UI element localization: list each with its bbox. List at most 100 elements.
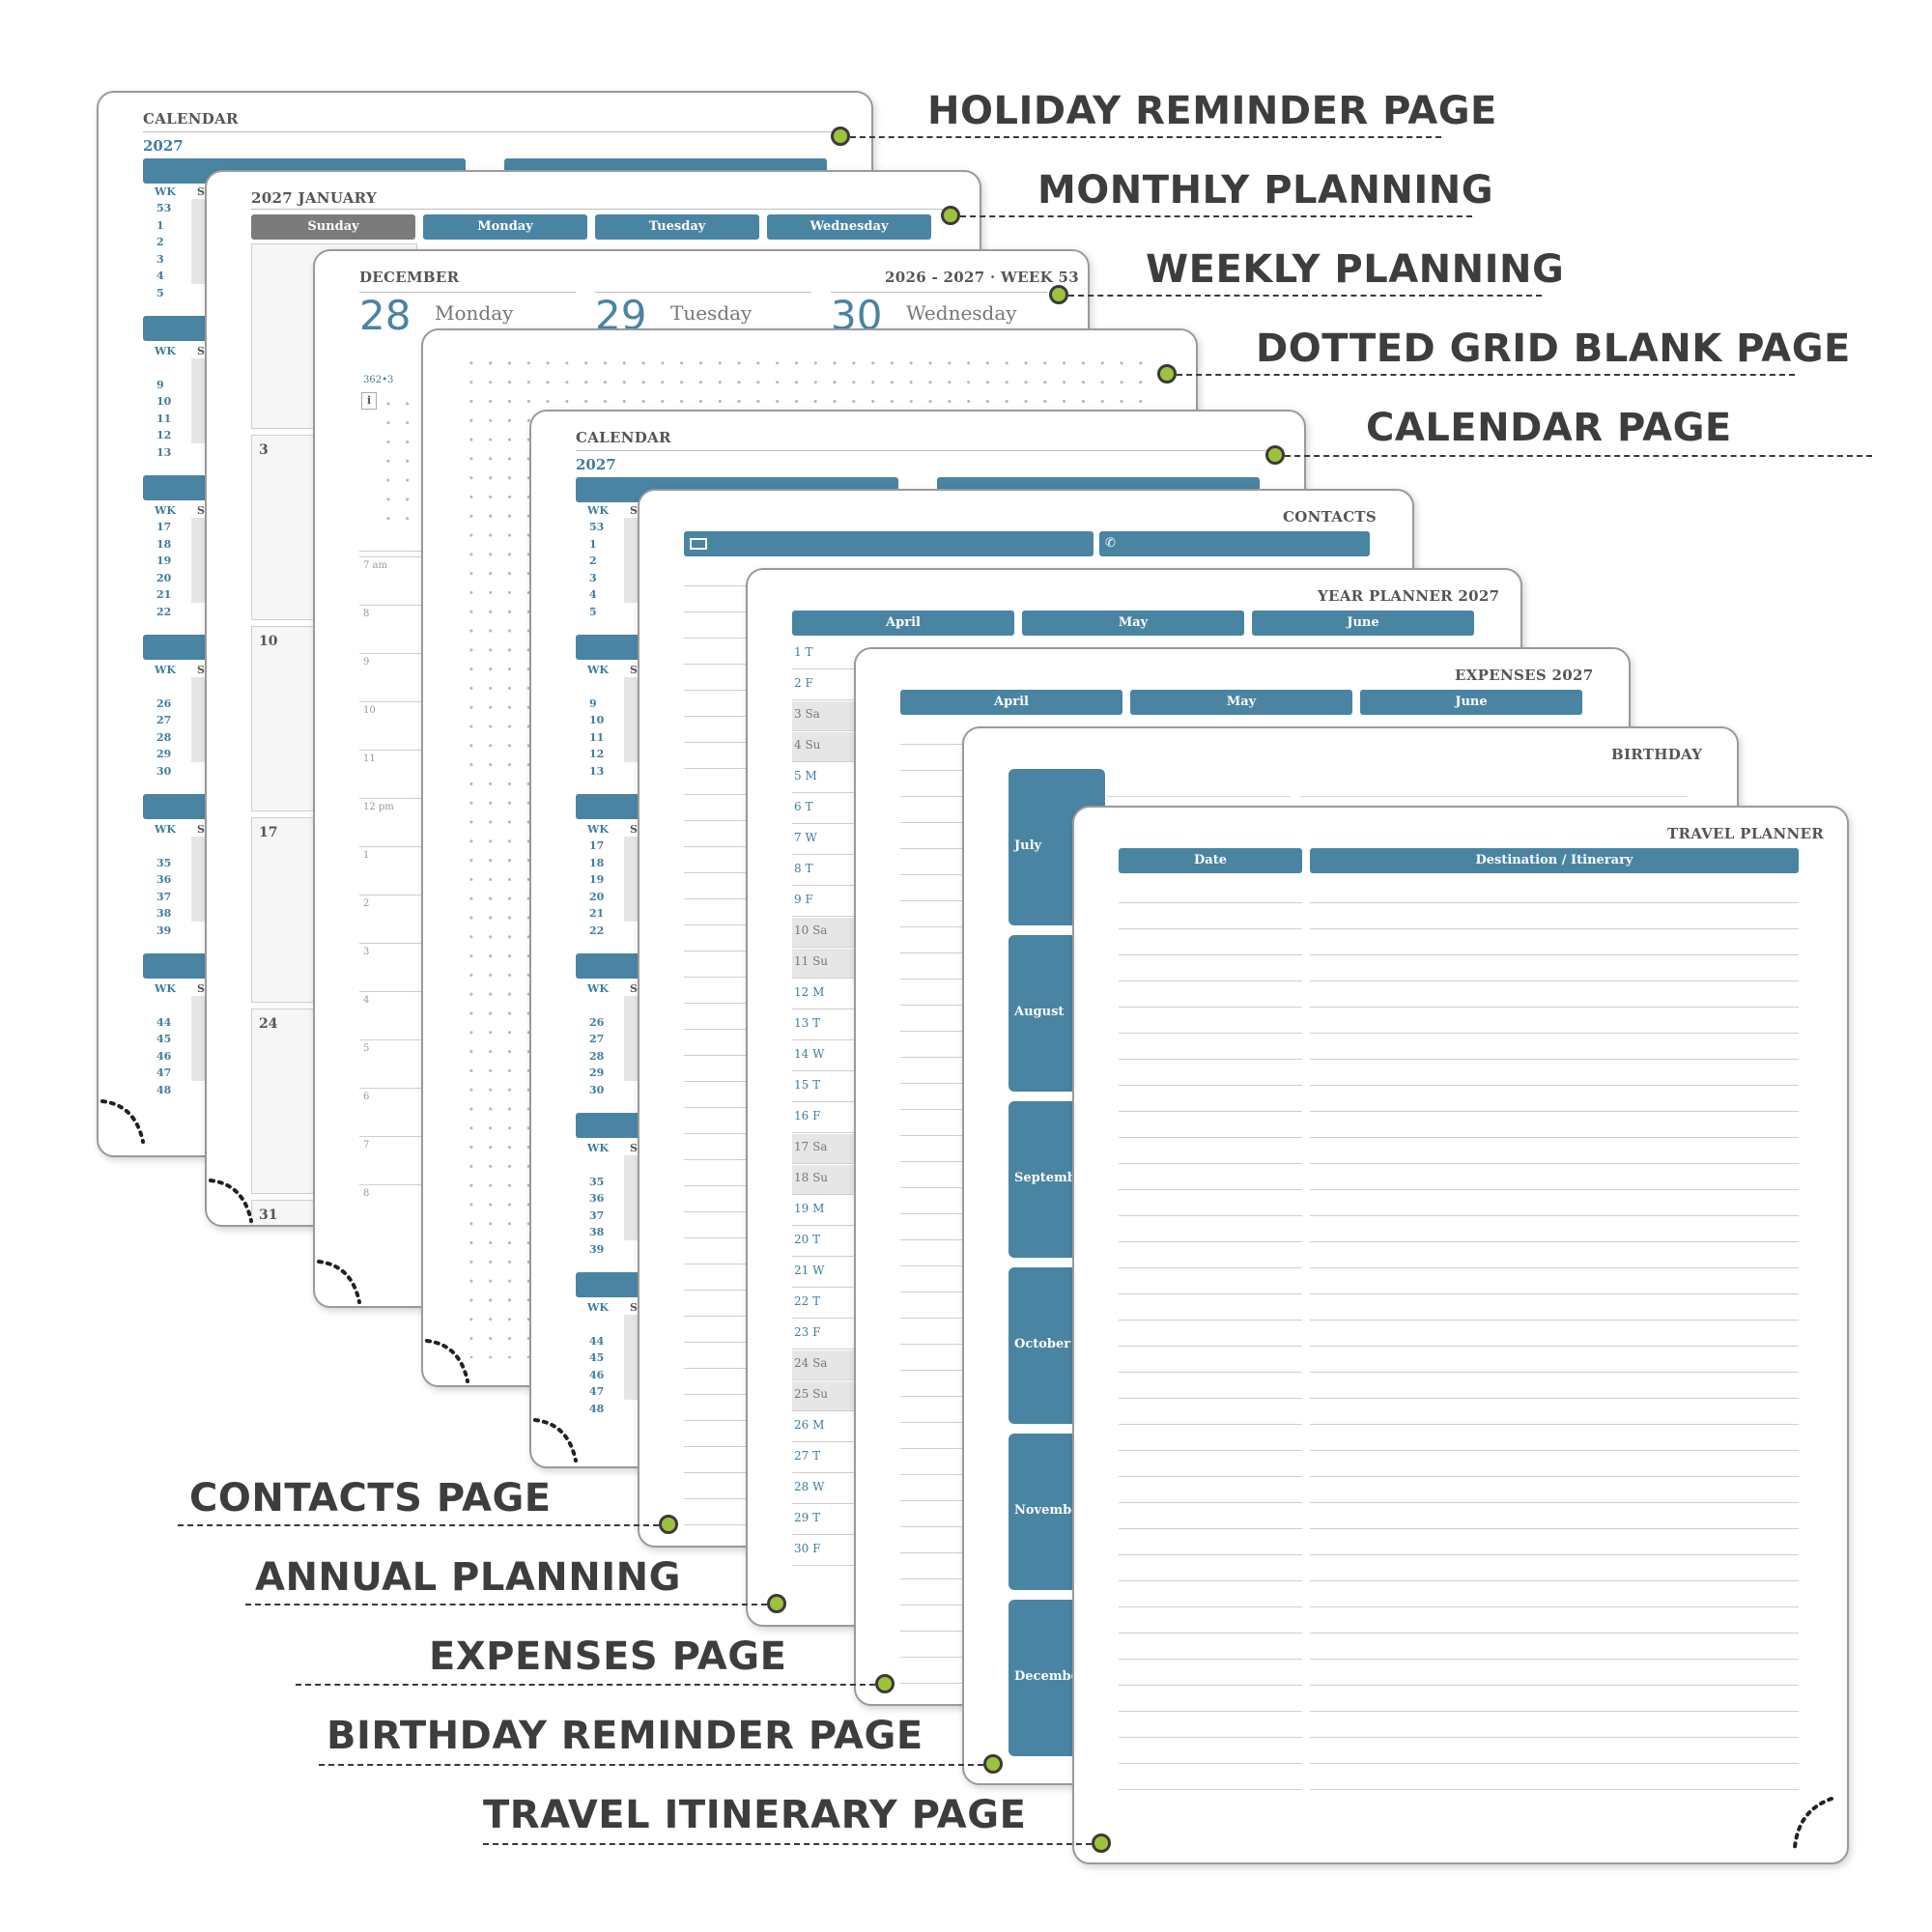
time-label: 3 (363, 947, 370, 957)
day-label: S (197, 345, 205, 357)
label-birthday: BIRTHDAY REMINDER PAGE (327, 1714, 923, 1758)
day-rule (792, 823, 860, 824)
week-number: 28 (156, 730, 172, 744)
day-rule (792, 1101, 860, 1102)
time-rule (359, 846, 456, 847)
page-title: CONTACTS (1283, 508, 1378, 526)
day-header-monday: Monday (423, 214, 587, 240)
page-title: BIRTHDAY (1611, 746, 1703, 763)
week-shade (624, 518, 638, 603)
week-title: 2026 - 2027 · WEEK 53 (885, 269, 1079, 286)
week-label: WK (155, 664, 176, 676)
day-row-label: 8 T (794, 862, 813, 875)
time-rule (359, 605, 456, 606)
day-rule (792, 1039, 860, 1040)
day-row-label: 11 Su (794, 954, 829, 968)
week-number: 29 (156, 748, 172, 760)
destination-lines (1310, 877, 1799, 1814)
day-label: S (197, 185, 205, 198)
day-number-1: 28 (359, 292, 412, 339)
day-rule (792, 1132, 860, 1133)
week-number: 11 (156, 412, 172, 425)
day-label: S (197, 664, 205, 676)
weekend-shade (792, 949, 860, 978)
time-rule (359, 701, 456, 702)
week-label: WK (587, 1301, 609, 1314)
week-number: 39 (589, 1242, 605, 1256)
day-row-label: 13 T (794, 1016, 821, 1030)
week-number: 36 (589, 1192, 605, 1205)
page-title: CALENDAR (576, 429, 671, 446)
week-number: 18 (589, 856, 605, 869)
time-label: 6 (363, 1092, 370, 1102)
column-header-date: Date (1119, 848, 1302, 873)
time-rule (359, 1039, 456, 1040)
day-rule (792, 792, 860, 793)
week-number: 46 (156, 1049, 172, 1063)
week-number: 1 (156, 218, 164, 232)
day-rule (792, 761, 860, 762)
time-label: 7 am (363, 560, 387, 571)
leader-travel (483, 1843, 1092, 1845)
time-label: 8 (363, 609, 370, 619)
day-rule (792, 1472, 860, 1473)
week-number: 35 (156, 856, 172, 869)
day-row-label: 23 F (794, 1325, 821, 1339)
time-rule (359, 556, 456, 557)
week-number: 5 (156, 286, 164, 299)
week-number: 1 (589, 537, 597, 551)
week-number: 10 (589, 714, 605, 726)
week-number: 5 (589, 605, 597, 618)
page-title: YEAR PLANNER 2027 (1318, 587, 1500, 605)
time-rule (359, 1136, 456, 1137)
day-rule (792, 699, 860, 700)
week-label: WK (155, 823, 176, 836)
week-number: 17 (589, 839, 605, 852)
page-curl-icon (425, 1339, 469, 1383)
travel-planner-page: TRAVEL PLANNER Date Destination / Itiner… (1072, 806, 1849, 1864)
day-rule (792, 1441, 860, 1442)
day-rule-2 (595, 292, 811, 293)
day-header-tuesday: Tuesday (595, 214, 759, 240)
month-tab-label: September (1014, 1171, 1091, 1185)
marker-contacts (659, 1515, 678, 1534)
label-weekly: WEEKLY PLANNING (1146, 247, 1565, 292)
day-label: S (197, 504, 205, 517)
day-rule (792, 1256, 860, 1257)
day-row-label: 20 T (794, 1233, 821, 1246)
info-icon: i (361, 392, 377, 410)
month-header-june: June (1360, 690, 1582, 715)
date-number: 31 (259, 1208, 278, 1223)
weekend-shade (792, 701, 860, 730)
day-label: S (197, 823, 205, 836)
week-number: 53 (589, 521, 605, 533)
week-number: 46 (589, 1368, 605, 1381)
day-row-label: 3 Sa (794, 707, 820, 721)
week-number: 9 (589, 696, 597, 710)
day-row-label: 26 M (794, 1418, 825, 1432)
title-rule (143, 131, 838, 132)
week-number: 27 (589, 1033, 605, 1045)
day-row-label: 10 Sa (794, 923, 828, 937)
day-rule (792, 1503, 860, 1504)
week-number: 19 (156, 554, 172, 567)
week-number: 17 (156, 521, 172, 533)
label-travel: TRAVEL ITINERARY PAGE (483, 1793, 1027, 1837)
marker-travel (1092, 1833, 1111, 1853)
day-rule (792, 916, 860, 917)
week-number: 12 (589, 748, 605, 760)
week-number: 53 (156, 202, 172, 214)
week-label: WK (155, 982, 176, 995)
week-shade (624, 1315, 638, 1400)
label-contacts: CONTACTS PAGE (189, 1476, 552, 1520)
day-row-label: 14 W (794, 1047, 825, 1061)
week-number: 12 (156, 429, 172, 441)
phone-header: ✆ (1099, 531, 1370, 556)
day-rule (792, 947, 860, 948)
leader-calendar (1285, 455, 1872, 457)
day-row-label: 22 T (794, 1294, 821, 1308)
marker-annual (767, 1594, 786, 1613)
week-label: WK (587, 664, 609, 676)
time-label: 11 (363, 753, 376, 764)
week-number: 36 (156, 873, 172, 886)
